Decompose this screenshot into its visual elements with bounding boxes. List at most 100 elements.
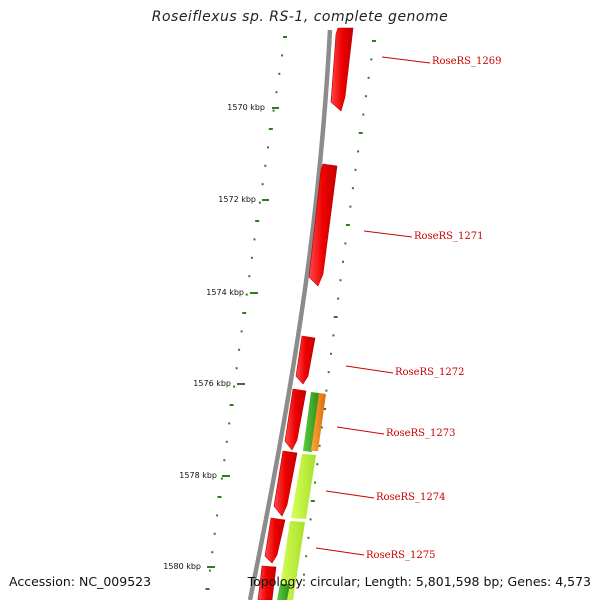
gene-feature-roseRS-1274[interactable] [273, 450, 298, 517]
accession-label: Accession: NC_009523 [9, 574, 152, 589]
tick-dot [357, 150, 360, 153]
tick-dot [281, 54, 284, 57]
tick-dot [261, 183, 264, 186]
genome-summary: Topology: circular; Length: 5,801,598 bp… [247, 574, 591, 589]
gene-feature-roseRS-1272[interactable] [295, 335, 316, 385]
gene-feature-roseRS-1273[interactable] [284, 388, 307, 451]
tick-dot [229, 404, 234, 406]
gene-label-roseRS-1275[interactable]: RoseRS_1275 [366, 550, 435, 561]
tick-dot [358, 132, 363, 134]
tick-dot [213, 532, 216, 535]
tick-dot [233, 385, 236, 388]
gene-label-roseRS-1269[interactable]: RoseRS_1269 [432, 56, 501, 67]
tick-dot [278, 72, 281, 75]
scale-label-1576: 1576 kbp [193, 379, 231, 388]
outer-tick-ring [303, 40, 376, 576]
tick-dot [245, 293, 248, 296]
tick-dot [225, 440, 228, 443]
tick-dot [367, 76, 370, 79]
tick-dot [337, 297, 340, 300]
tick-dot [309, 518, 312, 521]
feature-lime-lower[interactable] [278, 521, 305, 600]
tick-dot [333, 316, 338, 318]
tick-dot [253, 238, 256, 241]
gene-callout-roseRS-1269[interactable]: RoseRS_1269 [381, 56, 501, 67]
tick-dot [272, 109, 275, 112]
tick-dot [364, 95, 367, 98]
scale-label-1580: 1580 kbp [163, 562, 201, 571]
feature-orange[interactable] [311, 393, 326, 451]
tick-dot [314, 481, 317, 484]
gene-callout-roseRS-1273[interactable]: RoseRS_1273 [336, 426, 455, 439]
tick-dot [238, 348, 241, 351]
tick-dot [205, 588, 210, 590]
tick-dot [275, 91, 278, 94]
gene-label-roseRS-1271[interactable]: RoseRS_1271 [414, 231, 483, 242]
scale-label-1570: 1570 kbp [227, 103, 265, 112]
gene-label-roseRS-1272[interactable]: RoseRS_1272 [395, 367, 464, 378]
tick-dot [208, 569, 211, 572]
gene-label-roseRS-1274[interactable]: RoseRS_1274 [376, 492, 445, 503]
tick-dot [217, 496, 222, 498]
tick-dot [255, 220, 260, 222]
tick-dot [264, 164, 267, 167]
gene-callout-roseRS-1272[interactable]: RoseRS_1272 [345, 365, 464, 378]
gene-feature-roseRS-1271[interactable] [308, 163, 338, 287]
tick-dot [345, 224, 350, 226]
tick-dot [303, 573, 305, 576]
tick-dot [332, 334, 335, 337]
tick-dot [220, 477, 223, 480]
gene-callout-roseRS-1275[interactable]: RoseRS_1275 [315, 547, 435, 561]
tick-dot [258, 201, 261, 204]
tick-dot [320, 426, 323, 429]
inner-tick-ring [205, 36, 287, 590]
tick-dot [349, 205, 352, 208]
tick-dot [354, 168, 357, 171]
tick-dot [307, 536, 310, 539]
tick-dot [310, 500, 315, 502]
gene-feature-partial[interactable] [257, 565, 277, 600]
tick-dot [318, 444, 321, 447]
gene-callout-roseRS-1274[interactable]: RoseRS_1274 [325, 490, 445, 503]
gene-label-roseRS-1273[interactable]: RoseRS_1273 [386, 428, 455, 439]
gene-callout-roseRS-1271[interactable]: RoseRS_1271 [363, 230, 483, 242]
tick-dot [316, 463, 319, 466]
gene-feature-roseRS-1269[interactable] [330, 27, 354, 112]
tick-dot [242, 312, 247, 314]
scale-tick-1580: 1580 kbp [163, 562, 215, 571]
tick-dot [330, 352, 332, 355]
scale-tick-1572: 1572 kbp [218, 195, 269, 204]
tick-dot [351, 187, 354, 190]
tick-dot [240, 330, 243, 333]
tick-dot [325, 389, 328, 392]
tick-dot [362, 113, 365, 116]
scale-label-1572: 1572 kbp [218, 195, 256, 204]
tick-dot [250, 256, 253, 259]
tick-dot [283, 36, 287, 38]
tick-dot [342, 260, 344, 263]
tick-dot [322, 408, 327, 410]
tick-dot [267, 146, 269, 149]
tick-dot [344, 242, 347, 245]
scale-tick-1574: 1574 kbp [206, 288, 258, 297]
feature-green-lower[interactable] [277, 584, 290, 600]
tick-dot [370, 58, 373, 61]
scale-label-1578: 1578 kbp [179, 471, 217, 480]
genome-backbone [247, 29, 333, 600]
tick-dot [268, 128, 273, 130]
tick-dot [372, 40, 376, 42]
tick-dot [339, 279, 342, 282]
tick-dot [248, 275, 251, 278]
map-title: Roseiflexus sp. RS-1, complete genome [151, 9, 449, 25]
tick-dot [305, 555, 308, 558]
tick-dot [223, 459, 226, 462]
tick-dot [228, 422, 231, 425]
feature-lime-upper[interactable] [291, 454, 316, 519]
feature-green-upper[interactable] [303, 392, 319, 452]
tick-dot [327, 371, 330, 374]
tick-dot [235, 367, 238, 370]
scale-label-1574: 1574 kbp [206, 288, 244, 297]
gene-feature-roseRS-1275[interactable] [264, 517, 286, 564]
